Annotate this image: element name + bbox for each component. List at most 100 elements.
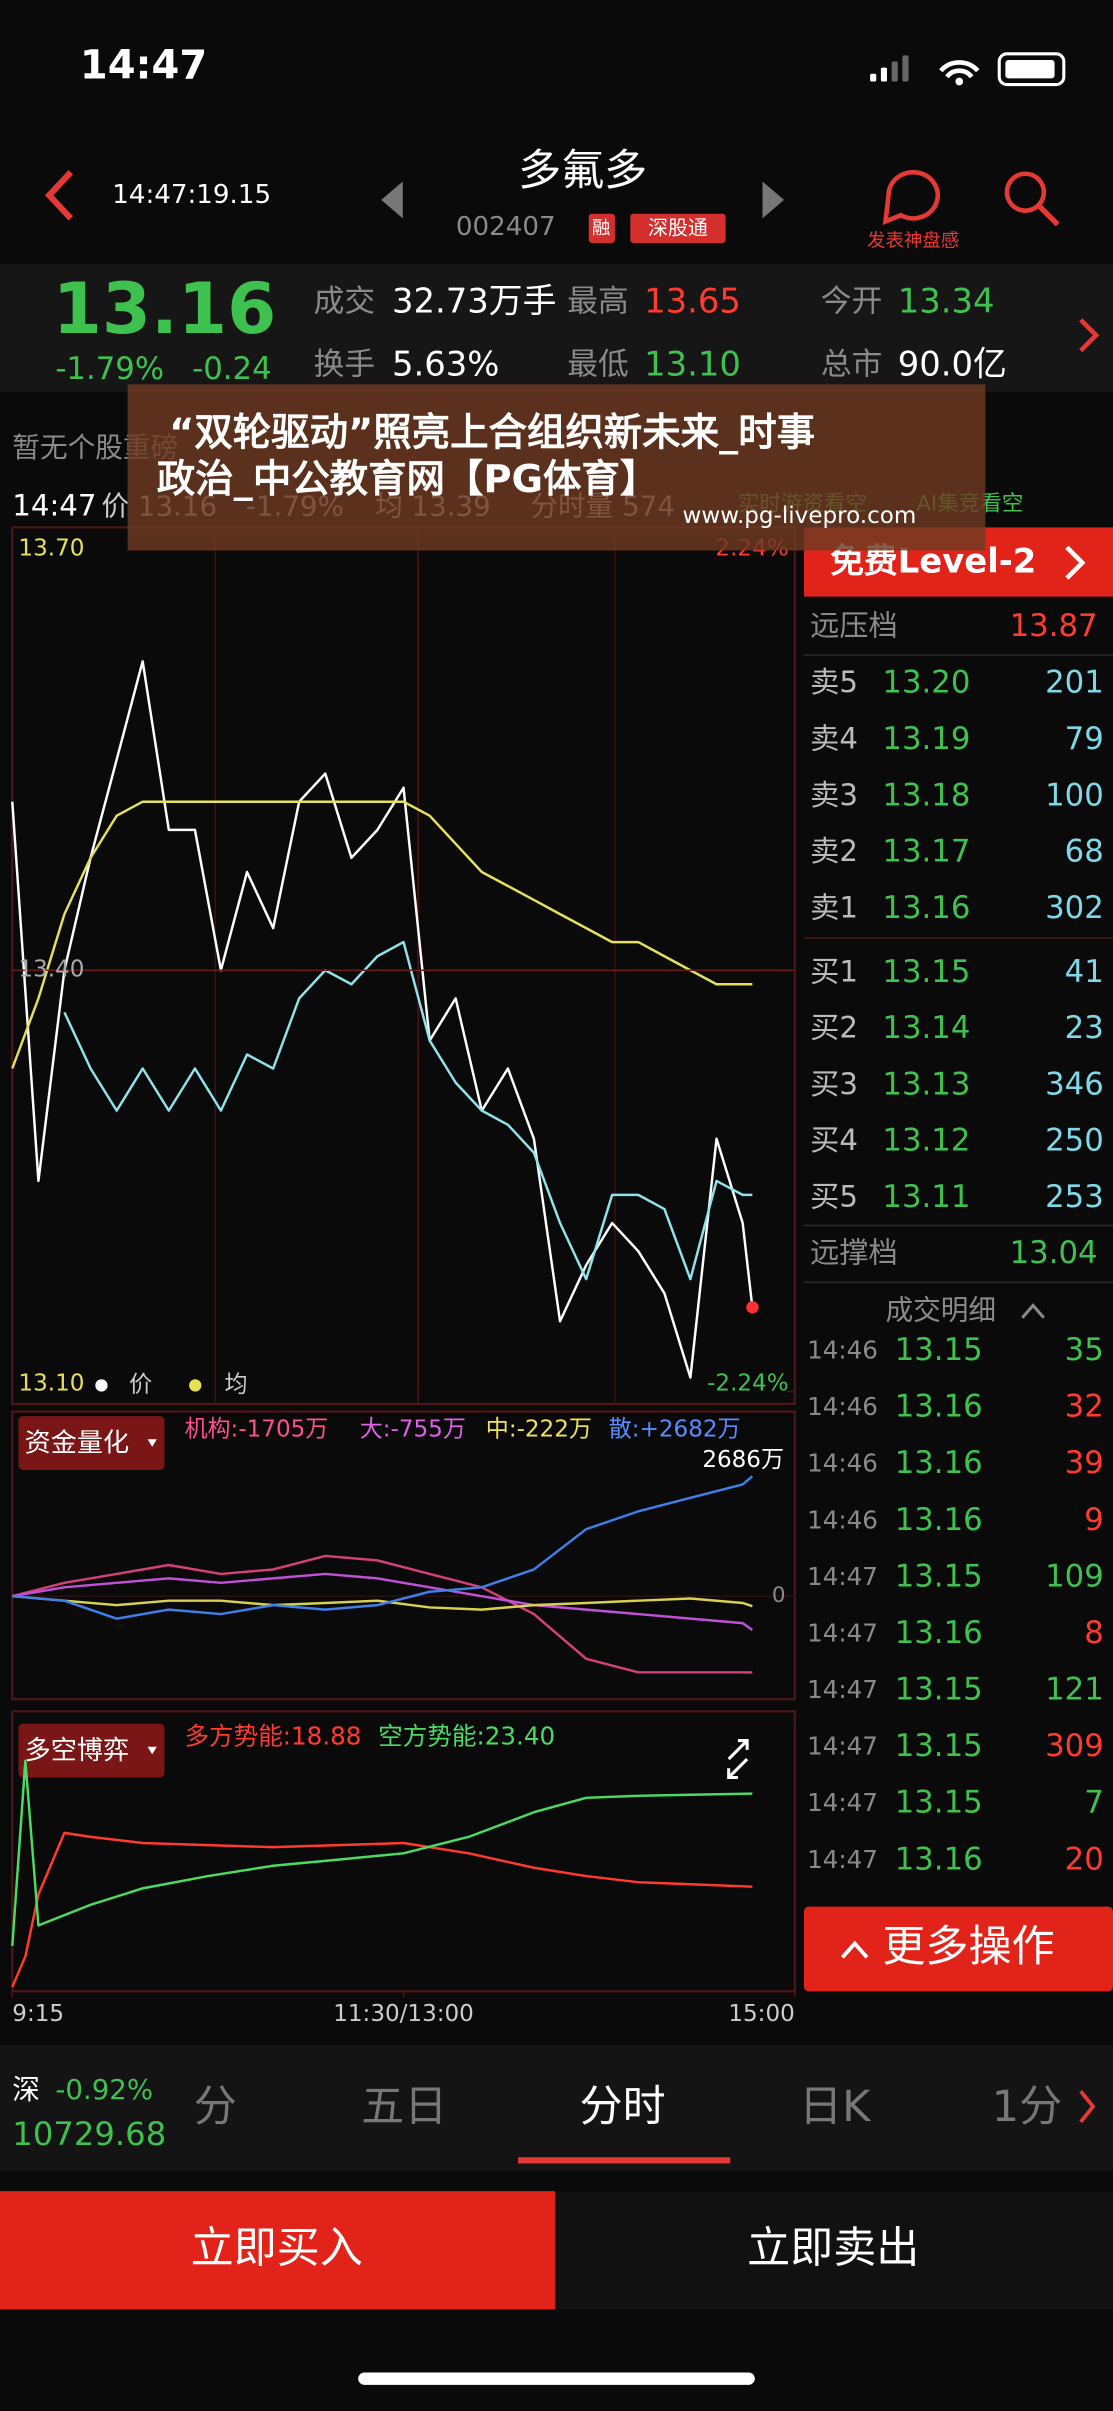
book-label: 买5 (810, 1179, 858, 1213)
fund-panel (11, 1410, 796, 1701)
x-tick-label: 9:15 (12, 2001, 64, 2027)
x-tick-label: 11:30/13:00 (333, 2001, 474, 2027)
sell-label[interactable]: 立即卖出 (747, 2224, 919, 2274)
legend-dot (95, 1379, 108, 1392)
legend-label: 均 (224, 1372, 247, 1398)
book-label: 卖3 (810, 778, 858, 812)
book-volume: 346 (1045, 1066, 1104, 1102)
stat-label: 今开 (821, 283, 882, 319)
book-label: 卖4 (810, 722, 858, 756)
trade-price: 13.15 (895, 1728, 983, 1764)
quote-detail-chevron[interactable] (1079, 318, 1100, 353)
book-price: 13.19 (882, 721, 970, 757)
more-button-bg[interactable] (804, 1906, 1113, 1992)
status-icons (870, 52, 1066, 87)
stat-value: 13.34 (898, 281, 995, 320)
buy-label[interactable]: 立即买入 (191, 2224, 363, 2274)
book-price: 13.15 (882, 954, 970, 990)
tab[interactable]: 五日 (361, 2082, 447, 2132)
book-volume: 23 (1065, 1010, 1104, 1046)
trade-time: 14:47 (807, 1562, 878, 1591)
series-line (11, 1554, 753, 1674)
series-line (63, 940, 753, 1281)
dropdown-arrow (147, 1439, 157, 1447)
far-ask-label: 远压档 (810, 608, 898, 642)
y-tick-label: 0 (772, 1583, 786, 1608)
stat-label: 最高 (567, 283, 628, 319)
stat-label: 成交 (314, 283, 375, 319)
trades-collapse[interactable] (1021, 1303, 1045, 1319)
book-volume: 253 (1045, 1179, 1104, 1215)
book-label: 买4 (810, 1123, 858, 1157)
book-label: 卖5 (810, 665, 858, 699)
series-line (12, 1475, 754, 1620)
book-volume: 79 (1065, 721, 1104, 757)
index-name: 深 (12, 2073, 40, 2106)
tab[interactable]: 分 (194, 2082, 237, 2132)
series-line (11, 1831, 753, 1988)
legend-label: 机构:-1705万 (184, 1416, 328, 1442)
trade-volume: 8 (1084, 1615, 1104, 1651)
trade-time: 14:46 (807, 1505, 878, 1534)
trade-volume: 121 (1045, 1672, 1104, 1708)
trade-price: 13.15 (895, 1785, 983, 1821)
y-tick-label: 13.10 (18, 1370, 84, 1396)
trade-volume: 7 (1084, 1785, 1104, 1821)
trade-time: 14:46 (807, 1336, 878, 1365)
comment-button[interactable] (882, 169, 941, 225)
active-tab-indicator (518, 2157, 731, 2164)
end-label: 2686万 (702, 1447, 784, 1473)
tab[interactable]: 1分 (992, 2082, 1062, 2132)
book-price: 13.17 (882, 834, 970, 870)
sell-button[interactable] (558, 2191, 1113, 2310)
timestamp: 14:47:19.15 (112, 180, 271, 210)
tab[interactable]: 分时 (580, 2082, 666, 2132)
badge-margin: 融 (592, 218, 610, 239)
series-line (11, 1759, 753, 1947)
series-line (12, 1594, 753, 1611)
signal-bar (891, 61, 898, 82)
signal-bar (902, 55, 909, 82)
badge-connect-bg (630, 213, 726, 243)
series-line (11, 800, 753, 1069)
book-volume: 250 (1045, 1123, 1104, 1159)
trade-time: 14:47 (807, 1788, 878, 1817)
prev-stock[interactable] (381, 181, 403, 219)
legend-label: 空方势能:23.40 (378, 1722, 555, 1751)
tab[interactable]: 日K (799, 2082, 872, 2132)
y2-tick-label: -2.24% (707, 1370, 789, 1396)
overlay-bg (127, 384, 986, 551)
legend-dot (189, 1379, 202, 1392)
expand-icon[interactable] (727, 1739, 749, 1780)
trade-time: 14:46 (807, 1449, 878, 1478)
book-label: 卖1 (810, 890, 858, 924)
legend-label: 价 (129, 1372, 152, 1398)
trade-price: 13.16 (895, 1502, 983, 1538)
y-tick-label: 13.70 (18, 535, 84, 561)
trade-volume: 9 (1084, 1502, 1104, 1538)
buy-button[interactable] (0, 2191, 555, 2310)
far-bid-price: 13.04 (1010, 1235, 1098, 1271)
trade-volume: 20 (1065, 1841, 1104, 1877)
book-price: 13.16 (882, 890, 970, 926)
overlay-title: 政治_中公教育网【PG体育】 (157, 457, 659, 502)
back-button[interactable] (44, 170, 73, 221)
search-button[interactable] (1004, 171, 1060, 227)
signal-bar (870, 73, 877, 82)
tabs-chevron[interactable] (1079, 2089, 1096, 2124)
trade-time: 14:46 (807, 1392, 878, 1421)
stat-value: 90.0亿 (898, 344, 1007, 383)
trades-title: 成交明细 (885, 1294, 996, 1327)
trade-time: 14:47 (807, 1675, 878, 1704)
momentum-tab-bg[interactable] (18, 1723, 165, 1778)
book-price: 13.18 (882, 777, 970, 813)
next-stock[interactable] (762, 181, 785, 219)
dropdown-arrow (147, 1746, 157, 1755)
fund-tab-bg[interactable] (18, 1416, 165, 1470)
far-bid-label: 远撑档 (810, 1236, 898, 1270)
tab-label: 多空博弈 (25, 1736, 129, 1766)
